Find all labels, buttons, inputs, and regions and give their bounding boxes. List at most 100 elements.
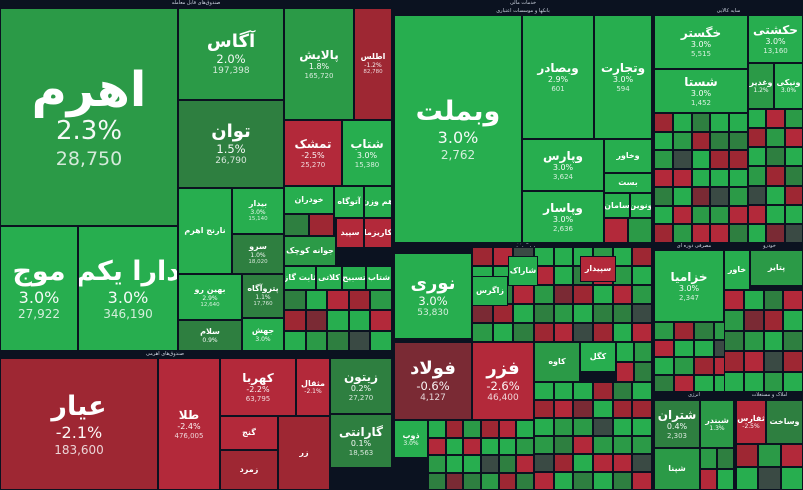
minor-stock-tile[interactable] [348, 310, 371, 331]
minor-stock-tile[interactable] [573, 323, 593, 342]
stock-tile[interactable]: شبندر 1.3% [700, 400, 734, 448]
stock-tile[interactable]: خاور [724, 250, 750, 290]
minor-stock-tile[interactable] [327, 330, 349, 351]
minor-stock-tile[interactable] [612, 323, 633, 342]
sector-header[interactable]: املاک و مستغلات [736, 392, 803, 399]
minor-stock-tile[interactable] [284, 330, 306, 351]
stock-tile[interactable]: کگل [580, 342, 616, 372]
minor-stock-tile[interactable] [463, 437, 481, 455]
minor-stock-tile[interactable] [445, 420, 464, 438]
stock-tile[interactable]: زاگرس [472, 276, 508, 306]
stock-tile[interactable]: ذوب 3.0% [394, 420, 428, 458]
minor-stock-tile[interactable] [710, 187, 730, 206]
stock-tile[interactable]: سرو 1.0% 18,020 [232, 234, 284, 274]
minor-stock-tile[interactable] [691, 113, 711, 132]
minor-stock-tile[interactable] [654, 150, 673, 169]
sector-header[interactable]: خدمات مالی [394, 0, 652, 7]
minor-stock-tile[interactable] [305, 290, 328, 311]
minor-stock-tile[interactable] [534, 323, 554, 342]
minor-stock-tile[interactable] [428, 472, 446, 490]
minor-stock-tile[interactable] [766, 128, 785, 148]
minor-stock-tile[interactable] [612, 304, 633, 323]
minor-stock-tile[interactable] [763, 371, 784, 392]
minor-stock-tile[interactable] [654, 374, 674, 392]
stock-tile[interactable]: وتجارت 3.0% 594 [594, 15, 652, 139]
minor-stock-tile[interactable] [654, 322, 674, 340]
minor-stock-tile[interactable] [632, 454, 652, 472]
minor-stock-tile[interactable] [534, 472, 554, 490]
minor-stock-tile[interactable] [472, 247, 493, 266]
minor-stock-tile[interactable] [632, 285, 652, 304]
minor-stock-tile[interactable] [748, 223, 767, 243]
minor-stock-tile[interactable] [694, 322, 714, 340]
minor-stock-tile[interactable] [553, 382, 574, 400]
minor-stock-tile[interactable] [573, 418, 593, 436]
minor-stock-tile[interactable] [710, 168, 730, 188]
stock-tile[interactable]: اهرم 2.3% 28,750 [0, 8, 178, 226]
minor-stock-tile[interactable] [472, 323, 493, 342]
minor-stock-tile[interactable] [463, 420, 481, 438]
minor-stock-tile[interactable] [573, 400, 593, 418]
minor-stock-tile[interactable] [784, 185, 803, 205]
minor-stock-tile[interactable] [445, 437, 464, 455]
minor-stock-tile[interactable] [534, 304, 554, 323]
stock-tile[interactable]: وپارس 3.0% 3,624 [522, 139, 604, 191]
stock-tile[interactable]: خودران [284, 186, 334, 214]
stock-tile[interactable]: دارا یکم 3.0% 346,190 [78, 226, 178, 351]
stock-tile[interactable]: وپاسار 3.0% 2,636 [522, 191, 604, 243]
sector-header[interactable]: صندوق‌های قابل معامله [0, 0, 392, 7]
minor-stock-tile[interactable] [428, 437, 446, 455]
minor-stock-tile[interactable] [370, 330, 392, 351]
minor-stock-tile[interactable] [628, 218, 652, 243]
minor-stock-tile[interactable] [700, 469, 717, 490]
stock-tile[interactable]: مثقال -2.1% [296, 358, 330, 416]
minor-stock-tile[interactable] [593, 454, 613, 472]
minor-stock-tile[interactable] [748, 204, 767, 224]
minor-stock-tile[interactable] [743, 371, 764, 392]
minor-stock-tile[interactable] [632, 382, 652, 400]
minor-stock-tile[interactable] [553, 304, 574, 323]
minor-stock-tile[interactable] [513, 304, 534, 323]
sector-header[interactable]: صندوق‌های اهرمی [0, 351, 330, 358]
minor-stock-tile[interactable] [654, 187, 673, 206]
minor-stock-tile[interactable] [766, 223, 785, 243]
minor-stock-tile[interactable] [327, 310, 349, 331]
sector-header[interactable]: سایه کالایی [654, 8, 803, 15]
minor-stock-tile[interactable] [743, 290, 764, 311]
stock-tile[interactable]: زمرد [220, 450, 278, 490]
minor-stock-tile[interactable] [674, 322, 694, 340]
stock-tile[interactable]: آتوگاه [334, 186, 364, 218]
minor-stock-tile[interactable] [553, 418, 574, 436]
minor-stock-tile[interactable] [573, 472, 593, 490]
stock-tile[interactable]: شستا 3.0% 1,452 [654, 69, 748, 113]
minor-stock-tile[interactable] [463, 472, 481, 490]
minor-stock-tile[interactable] [481, 455, 499, 473]
minor-stock-tile[interactable] [593, 285, 613, 304]
stock-tile[interactable]: کهربا -2.2% 63,795 [220, 358, 296, 416]
minor-stock-tile[interactable] [710, 150, 730, 169]
minor-stock-tile[interactable] [674, 374, 694, 392]
stock-tile[interactable]: ونیکی 3.0% [774, 63, 803, 109]
minor-stock-tile[interactable] [616, 342, 634, 362]
minor-stock-tile[interactable] [710, 224, 730, 243]
minor-stock-tile[interactable] [634, 342, 652, 362]
minor-stock-tile[interactable] [784, 166, 803, 186]
stock-tile[interactable]: تسبیح [342, 266, 366, 290]
minor-stock-tile[interactable] [498, 437, 517, 455]
stock-tile[interactable]: نارنج اهرم [178, 188, 232, 274]
minor-stock-tile[interactable] [654, 357, 674, 375]
stock-tile[interactable]: بهین رو 2.9% 12,640 [178, 274, 242, 320]
stock-tile[interactable]: خگستر 3.0% 5,515 [654, 15, 748, 69]
stock-tile[interactable]: توان 1.5% 26,790 [178, 100, 284, 188]
minor-stock-tile[interactable] [553, 400, 574, 418]
minor-stock-tile[interactable] [513, 323, 534, 342]
minor-stock-tile[interactable] [348, 290, 371, 311]
minor-stock-tile[interactable] [691, 187, 711, 206]
minor-stock-tile[interactable] [748, 185, 767, 205]
stock-tile[interactable]: شتاب 3.0% 15,380 [342, 120, 392, 186]
minor-stock-tile[interactable] [710, 131, 730, 151]
stock-tile[interactable]: سپیدار [580, 256, 616, 282]
minor-stock-tile[interactable] [573, 304, 593, 323]
minor-stock-tile[interactable] [516, 472, 534, 490]
minor-stock-tile[interactable] [729, 187, 748, 206]
